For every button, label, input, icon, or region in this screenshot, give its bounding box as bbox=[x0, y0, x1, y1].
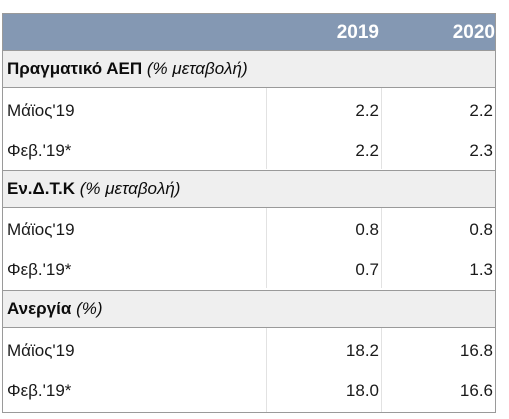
table-header: 2019 2020 bbox=[3, 14, 495, 50]
column-divider bbox=[381, 207, 382, 288]
section-header-gdp: Πραγματικό ΑΕΠ (% μεταβολή) bbox=[3, 50, 495, 88]
row-label: Φεβ.'19* bbox=[7, 260, 72, 279]
column-divider bbox=[266, 327, 267, 412]
column-header-2019: 2019 bbox=[336, 22, 379, 43]
forecast-table: 2019 2020 Πραγματικό ΑΕΠ (% μεταβολή) Μά… bbox=[2, 13, 496, 413]
column-divider bbox=[381, 327, 382, 412]
table-row: Μάϊος'19 0.8 0.8 bbox=[3, 211, 495, 251]
row-label: Φεβ.'19* bbox=[7, 141, 72, 160]
row-label: Μάϊος'19 bbox=[7, 341, 75, 360]
section-title-main: Ανεργία bbox=[7, 299, 72, 318]
table-row: Φεβ.'19* 2.2 2.3 bbox=[3, 132, 495, 172]
value-2019: 0.8 bbox=[355, 220, 379, 239]
table-row: Φεβ.'19* 0.7 1.3 bbox=[3, 251, 495, 291]
value-2019: 0.7 bbox=[355, 260, 379, 279]
section-title: Πραγματικό ΑΕΠ (% μεταβολή) bbox=[7, 59, 248, 79]
value-2020: 0.8 bbox=[469, 220, 493, 239]
table-row: Μάϊος'19 18.2 16.8 bbox=[3, 332, 495, 372]
value-2020: 2.2 bbox=[469, 101, 493, 120]
section-title-unit: (%) bbox=[76, 299, 103, 318]
section-title: Εν.Δ.Τ.Κ (% μεταβολή) bbox=[7, 179, 180, 199]
value-2019: 2.2 bbox=[355, 141, 379, 160]
value-2020: 1.3 bbox=[469, 260, 493, 279]
table-row: Φεβ.'19* 18.0 16.6 bbox=[3, 372, 495, 412]
column-header-2020: 2020 bbox=[452, 22, 495, 43]
value-2020: 16.8 bbox=[459, 341, 493, 360]
column-divider bbox=[381, 87, 382, 169]
section-title-main: Εν.Δ.Τ.Κ bbox=[7, 179, 75, 198]
section-header-cpi: Εν.Δ.Τ.Κ (% μεταβολή) bbox=[3, 170, 495, 208]
row-label: Μάϊος'19 bbox=[7, 101, 75, 120]
section-title-unit: (% μεταβολή) bbox=[79, 179, 181, 198]
section-title: Ανεργία (%) bbox=[7, 299, 103, 319]
row-label: Μάϊος'19 bbox=[7, 220, 75, 239]
column-divider bbox=[266, 207, 267, 288]
table-row: Μάϊος'19 2.2 2.2 bbox=[3, 92, 495, 132]
value-2020: 2.3 bbox=[469, 141, 493, 160]
value-2019: 18.2 bbox=[345, 341, 379, 360]
section-title-unit: (% μεταβολή) bbox=[146, 59, 248, 78]
section-title-main: Πραγματικό ΑΕΠ bbox=[7, 59, 143, 78]
section-header-unemployment: Ανεργία (%) bbox=[3, 290, 495, 328]
column-divider bbox=[266, 87, 267, 169]
row-label: Φεβ.'19* bbox=[7, 381, 72, 400]
value-2020: 16.6 bbox=[459, 381, 493, 400]
value-2019: 18.0 bbox=[345, 381, 379, 400]
value-2019: 2.2 bbox=[355, 101, 379, 120]
